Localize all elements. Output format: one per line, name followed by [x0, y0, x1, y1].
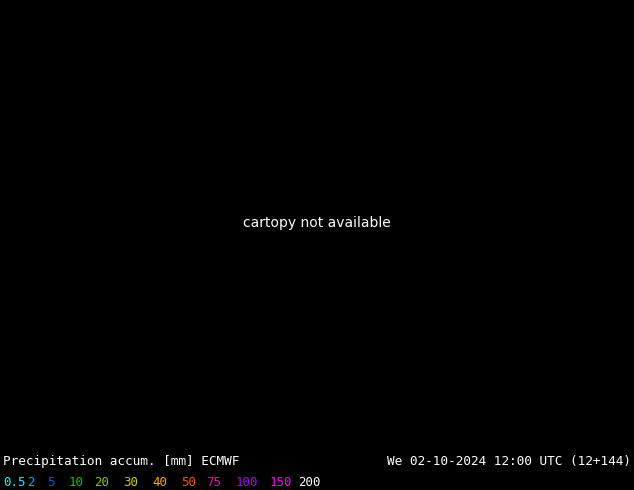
Text: 0.5: 0.5 [3, 476, 25, 489]
Text: 150: 150 [269, 476, 292, 489]
Text: 200: 200 [298, 476, 320, 489]
Text: 50: 50 [181, 476, 196, 489]
Text: 10: 10 [68, 476, 84, 489]
Text: 75: 75 [206, 476, 221, 489]
Text: We 02-10-2024 12:00 UTC (12+144): We 02-10-2024 12:00 UTC (12+144) [387, 455, 631, 468]
Text: 30: 30 [124, 476, 139, 489]
Text: cartopy not available: cartopy not available [243, 216, 391, 230]
Text: 20: 20 [94, 476, 109, 489]
Text: 40: 40 [152, 476, 167, 489]
Text: 100: 100 [236, 476, 258, 489]
Text: Precipitation accum. [mm] ECMWF: Precipitation accum. [mm] ECMWF [3, 455, 240, 468]
Text: 2: 2 [27, 476, 34, 489]
Text: 5: 5 [48, 476, 55, 489]
